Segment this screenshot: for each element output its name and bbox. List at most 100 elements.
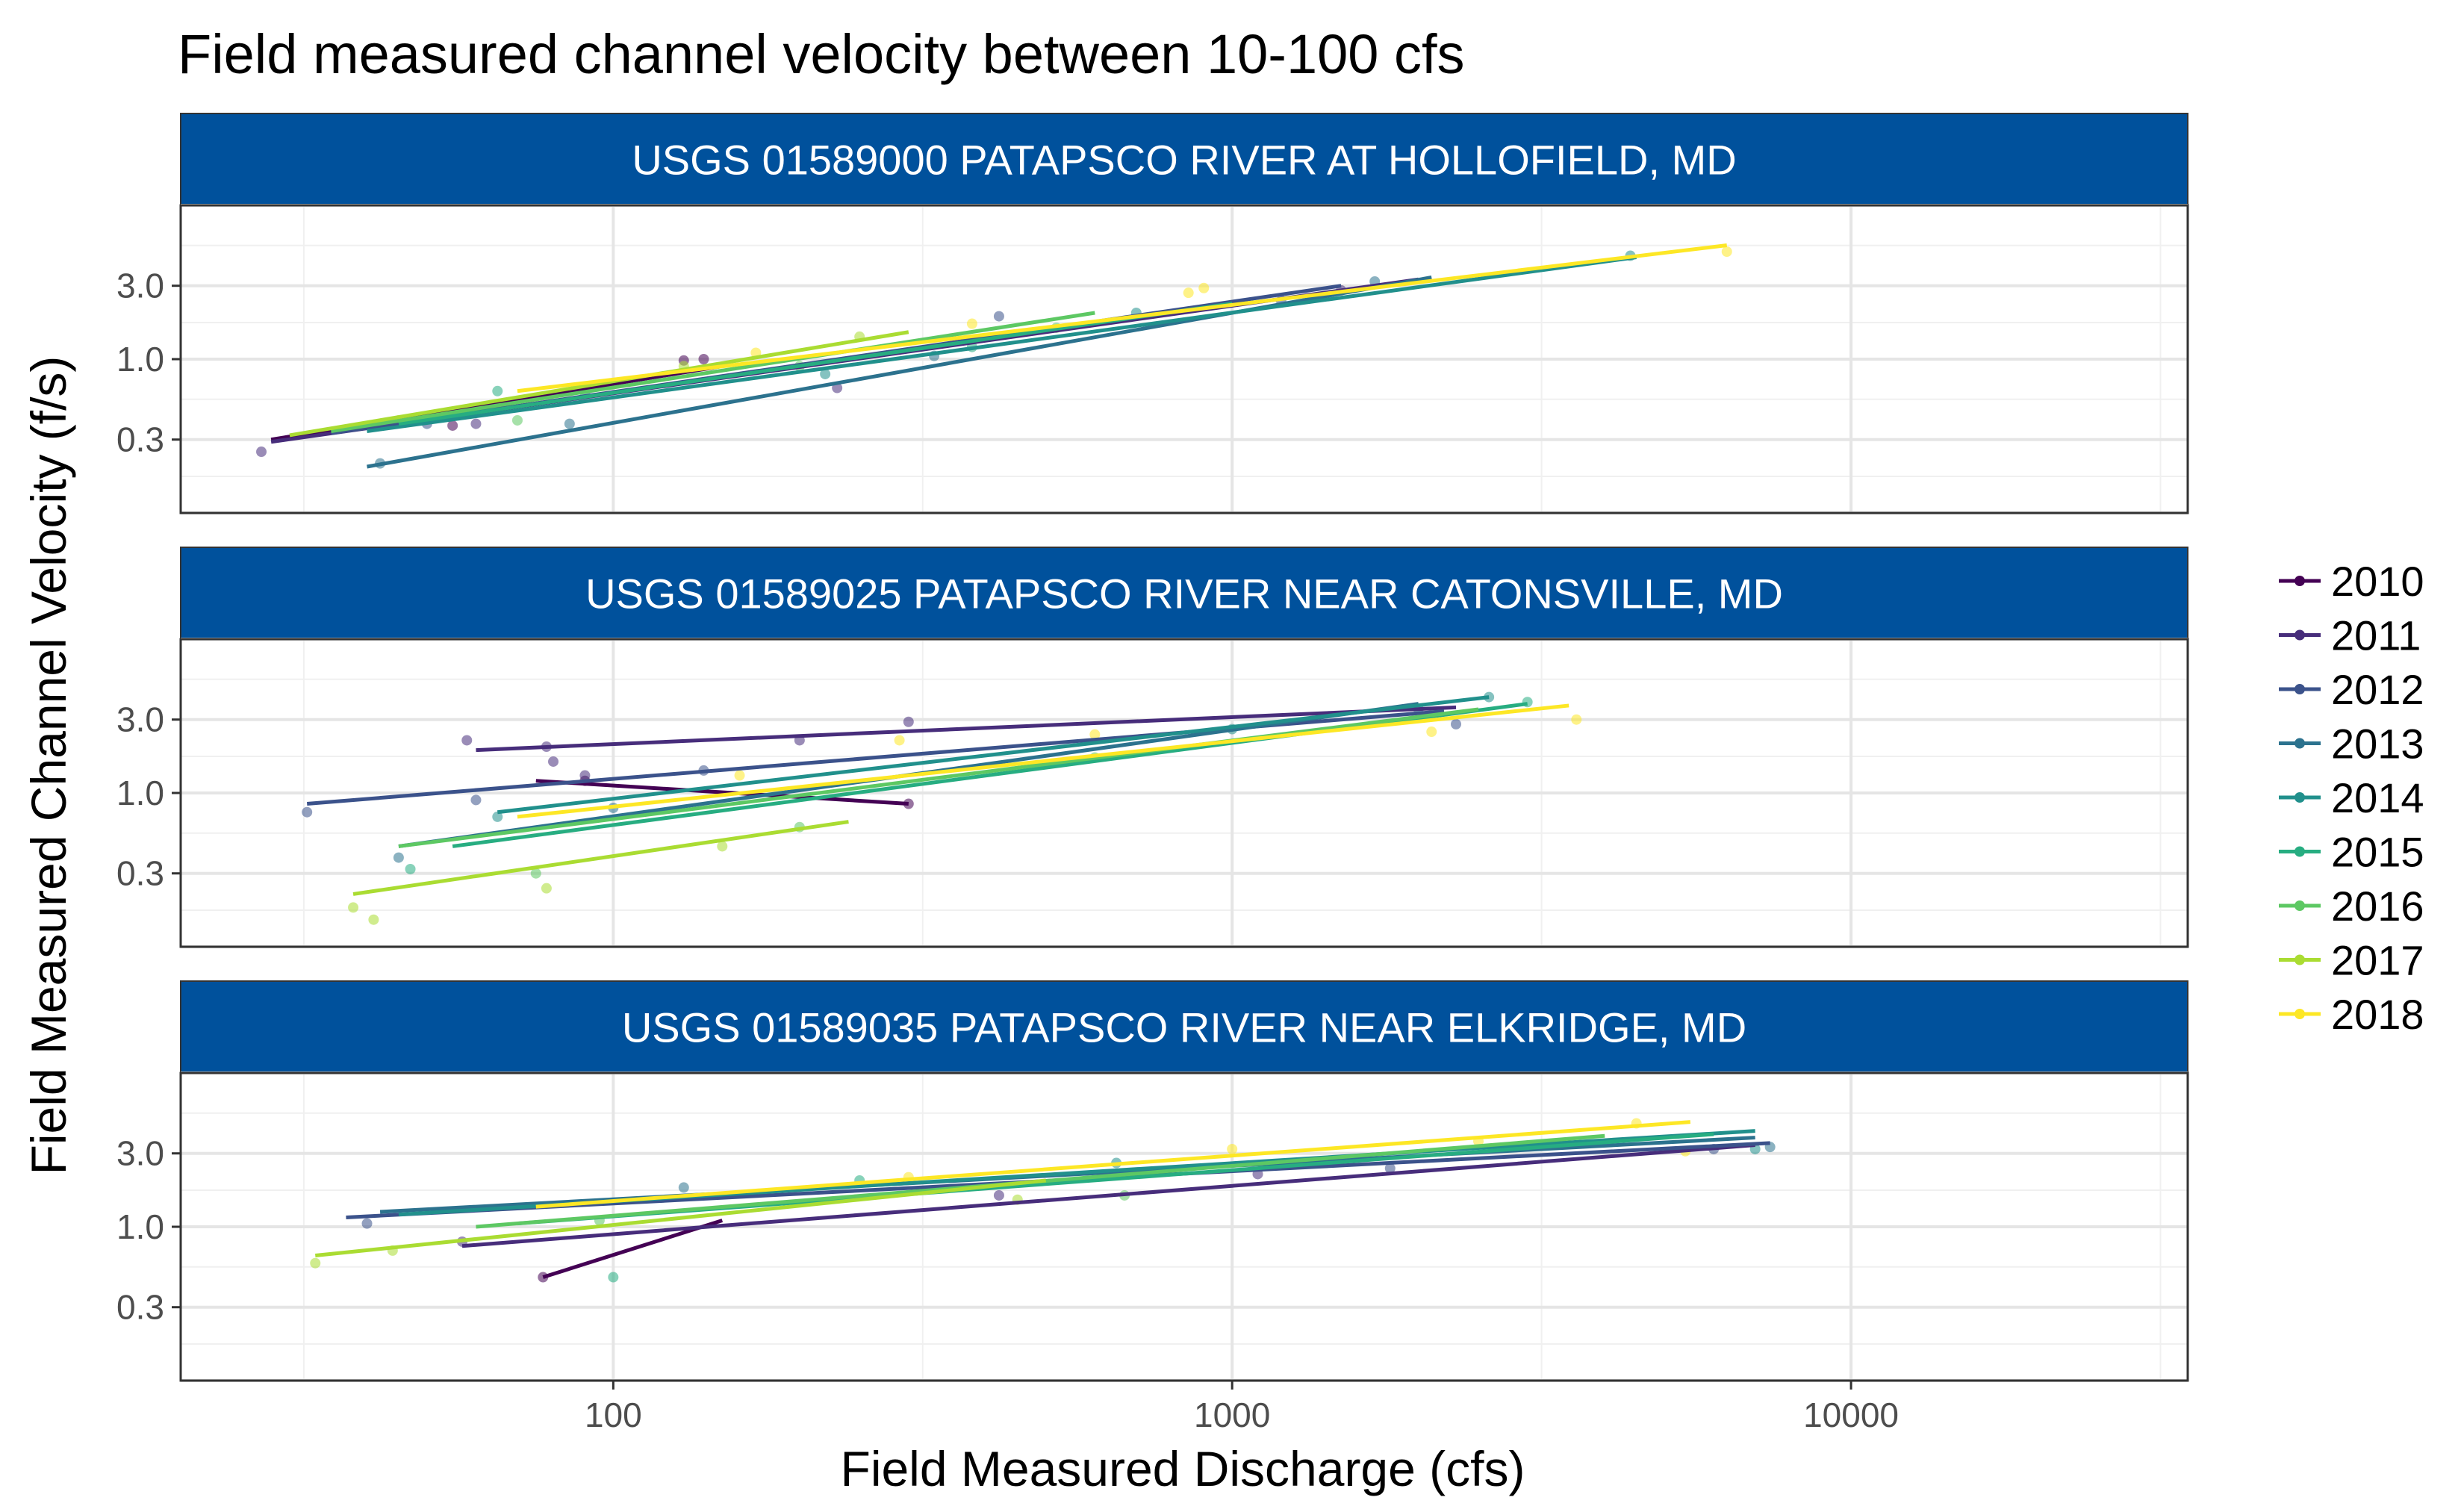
legend-key-point xyxy=(2295,684,2305,694)
facet-panel-2: USGS 01589025 PATAPSCO RIVER NEAR CATONS… xyxy=(116,547,2189,948)
legend-label: 2010 xyxy=(2331,558,2424,605)
legend-item-2017: 2017 xyxy=(2279,937,2424,984)
legend-label: 2011 xyxy=(2331,612,2421,659)
data-point-2012 xyxy=(302,806,313,818)
data-point-2015 xyxy=(492,385,503,396)
facet-strip xyxy=(180,547,2188,640)
data-point-2012 xyxy=(1451,718,1462,729)
legend-label: 2015 xyxy=(2331,829,2424,876)
legend-item-2012: 2012 xyxy=(2279,666,2424,713)
x-axis: 100 1000 10000 xyxy=(585,1381,1899,1434)
trend-line-2015 xyxy=(398,302,1233,426)
legend-key-point xyxy=(2295,1009,2305,1019)
legend-item-2014: 2014 xyxy=(2279,774,2424,821)
legend-item-2018: 2018 xyxy=(2279,991,2424,1038)
data-point-2018 xyxy=(1721,246,1732,258)
data-point-2018 xyxy=(1183,287,1194,299)
data-point-2012 xyxy=(361,1218,373,1229)
legend-label: 2016 xyxy=(2331,883,2424,930)
facet-panel-3: USGS 01589035 PATAPSCO RIVER NEAR ELKRID… xyxy=(116,980,2189,1382)
y-tick-label: 3.0 xyxy=(116,1134,164,1173)
legend-label: 2013 xyxy=(2331,721,2424,768)
x-axis-title: Field Measured Discharge (cfs) xyxy=(841,1441,1525,1496)
x-tick-label: 100 xyxy=(585,1396,642,1434)
legend-item-2011: 2011 xyxy=(2279,612,2421,659)
legend-key-point xyxy=(2295,954,2305,965)
data-point-2018 xyxy=(894,735,905,746)
legend-key-point xyxy=(2295,792,2305,803)
legend-label: 2017 xyxy=(2331,937,2424,984)
data-point-2018 xyxy=(734,770,745,781)
y-tick-label: 1.0 xyxy=(116,774,164,812)
legend-item-2013: 2013 xyxy=(2279,721,2424,768)
trend-line-2017 xyxy=(289,330,909,438)
data-point-2011 xyxy=(903,716,914,727)
trend-line-2018 xyxy=(517,243,1728,393)
legend-item-2010: 2010 xyxy=(2279,558,2424,605)
data-point-2011 xyxy=(993,1189,1004,1201)
trend-line-2016 xyxy=(398,707,1479,848)
facet-strip xyxy=(180,980,2188,1074)
chart-title: Field measured channel velocity between … xyxy=(178,23,1465,85)
legend-key-point xyxy=(2295,846,2305,857)
data-point-2011 xyxy=(548,756,559,767)
data-point-2016 xyxy=(530,868,541,879)
x-tick-label: 1000 xyxy=(1194,1396,1270,1434)
facet-strip-label: USGS 01589025 PATAPSCO RIVER NEAR CATONS… xyxy=(585,570,1783,617)
data-point-2017 xyxy=(310,1257,321,1269)
y-axis-title: Field Measured Channel Velocity (f/s) xyxy=(21,356,76,1175)
data-point-2011 xyxy=(470,418,482,429)
legend-key-point xyxy=(2295,576,2305,586)
trend-line-2016 xyxy=(331,311,1095,433)
data-point-2012 xyxy=(1384,1163,1396,1174)
data-point-2018 xyxy=(1089,729,1101,740)
facet-panels: USGS 01589000 PATAPSCO RIVER AT HOLLOFIE… xyxy=(116,113,2189,1382)
trend-lines-layer xyxy=(315,1120,1770,1279)
legend-label: 2018 xyxy=(2331,991,2424,1038)
facet-panel-1: USGS 01589000 PATAPSCO RIVER AT HOLLOFIE… xyxy=(116,113,2189,514)
data-point-2017 xyxy=(368,914,379,925)
legend-label: 2012 xyxy=(2331,666,2424,713)
trend-line-2014 xyxy=(367,255,1637,433)
data-point-2018 xyxy=(1426,727,1437,738)
y-tick-label: 1.0 xyxy=(116,340,164,379)
data-point-2018 xyxy=(1227,1143,1238,1154)
data-point-2018 xyxy=(966,318,977,329)
trend-line-2018 xyxy=(517,703,1569,819)
data-point-2016 xyxy=(511,414,523,426)
legend-key-point xyxy=(2295,738,2305,749)
facet-strip-label: USGS 01589035 PATAPSCO RIVER NEAR ELKRID… xyxy=(622,1004,1746,1051)
data-point-2010 xyxy=(698,354,709,364)
data-point-2014 xyxy=(820,368,831,379)
y-tick-label: 3.0 xyxy=(116,700,164,739)
trend-line-2018 xyxy=(535,1120,1691,1209)
legend-item-2016: 2016 xyxy=(2279,883,2424,930)
facet-strip-label: USGS 01589000 PATAPSCO RIVER AT HOLLOFIE… xyxy=(632,137,1736,184)
data-point-2014 xyxy=(492,811,503,822)
trend-line-2017 xyxy=(315,1178,1046,1258)
data-point-2010 xyxy=(447,420,458,431)
facet-strip xyxy=(180,113,2188,206)
data-point-2017 xyxy=(541,883,552,894)
trend-lines-layer xyxy=(306,695,1569,896)
data-point-2018 xyxy=(1571,714,1582,725)
data-point-2017 xyxy=(717,841,728,852)
data-point-2018 xyxy=(1198,282,1210,293)
data-point-2017 xyxy=(348,902,359,913)
data-point-2013 xyxy=(393,852,404,863)
data-point-2011 xyxy=(579,770,591,781)
trend-line-2017 xyxy=(352,820,849,896)
data-point-2012 xyxy=(993,311,1004,322)
legend-key-point xyxy=(2295,629,2305,641)
y-tick-label: 0.3 xyxy=(116,420,164,459)
data-point-2015 xyxy=(608,1272,619,1283)
x-tick-label: 10000 xyxy=(1803,1396,1899,1434)
y-tick-label: 1.0 xyxy=(116,1207,164,1246)
data-point-2011 xyxy=(461,735,473,746)
data-point-2013 xyxy=(678,1182,689,1193)
y-tick-label: 0.3 xyxy=(116,1288,164,1327)
trend-line-2011 xyxy=(476,705,1457,753)
legend-key-point xyxy=(2295,900,2305,911)
legend-label: 2014 xyxy=(2331,774,2424,821)
